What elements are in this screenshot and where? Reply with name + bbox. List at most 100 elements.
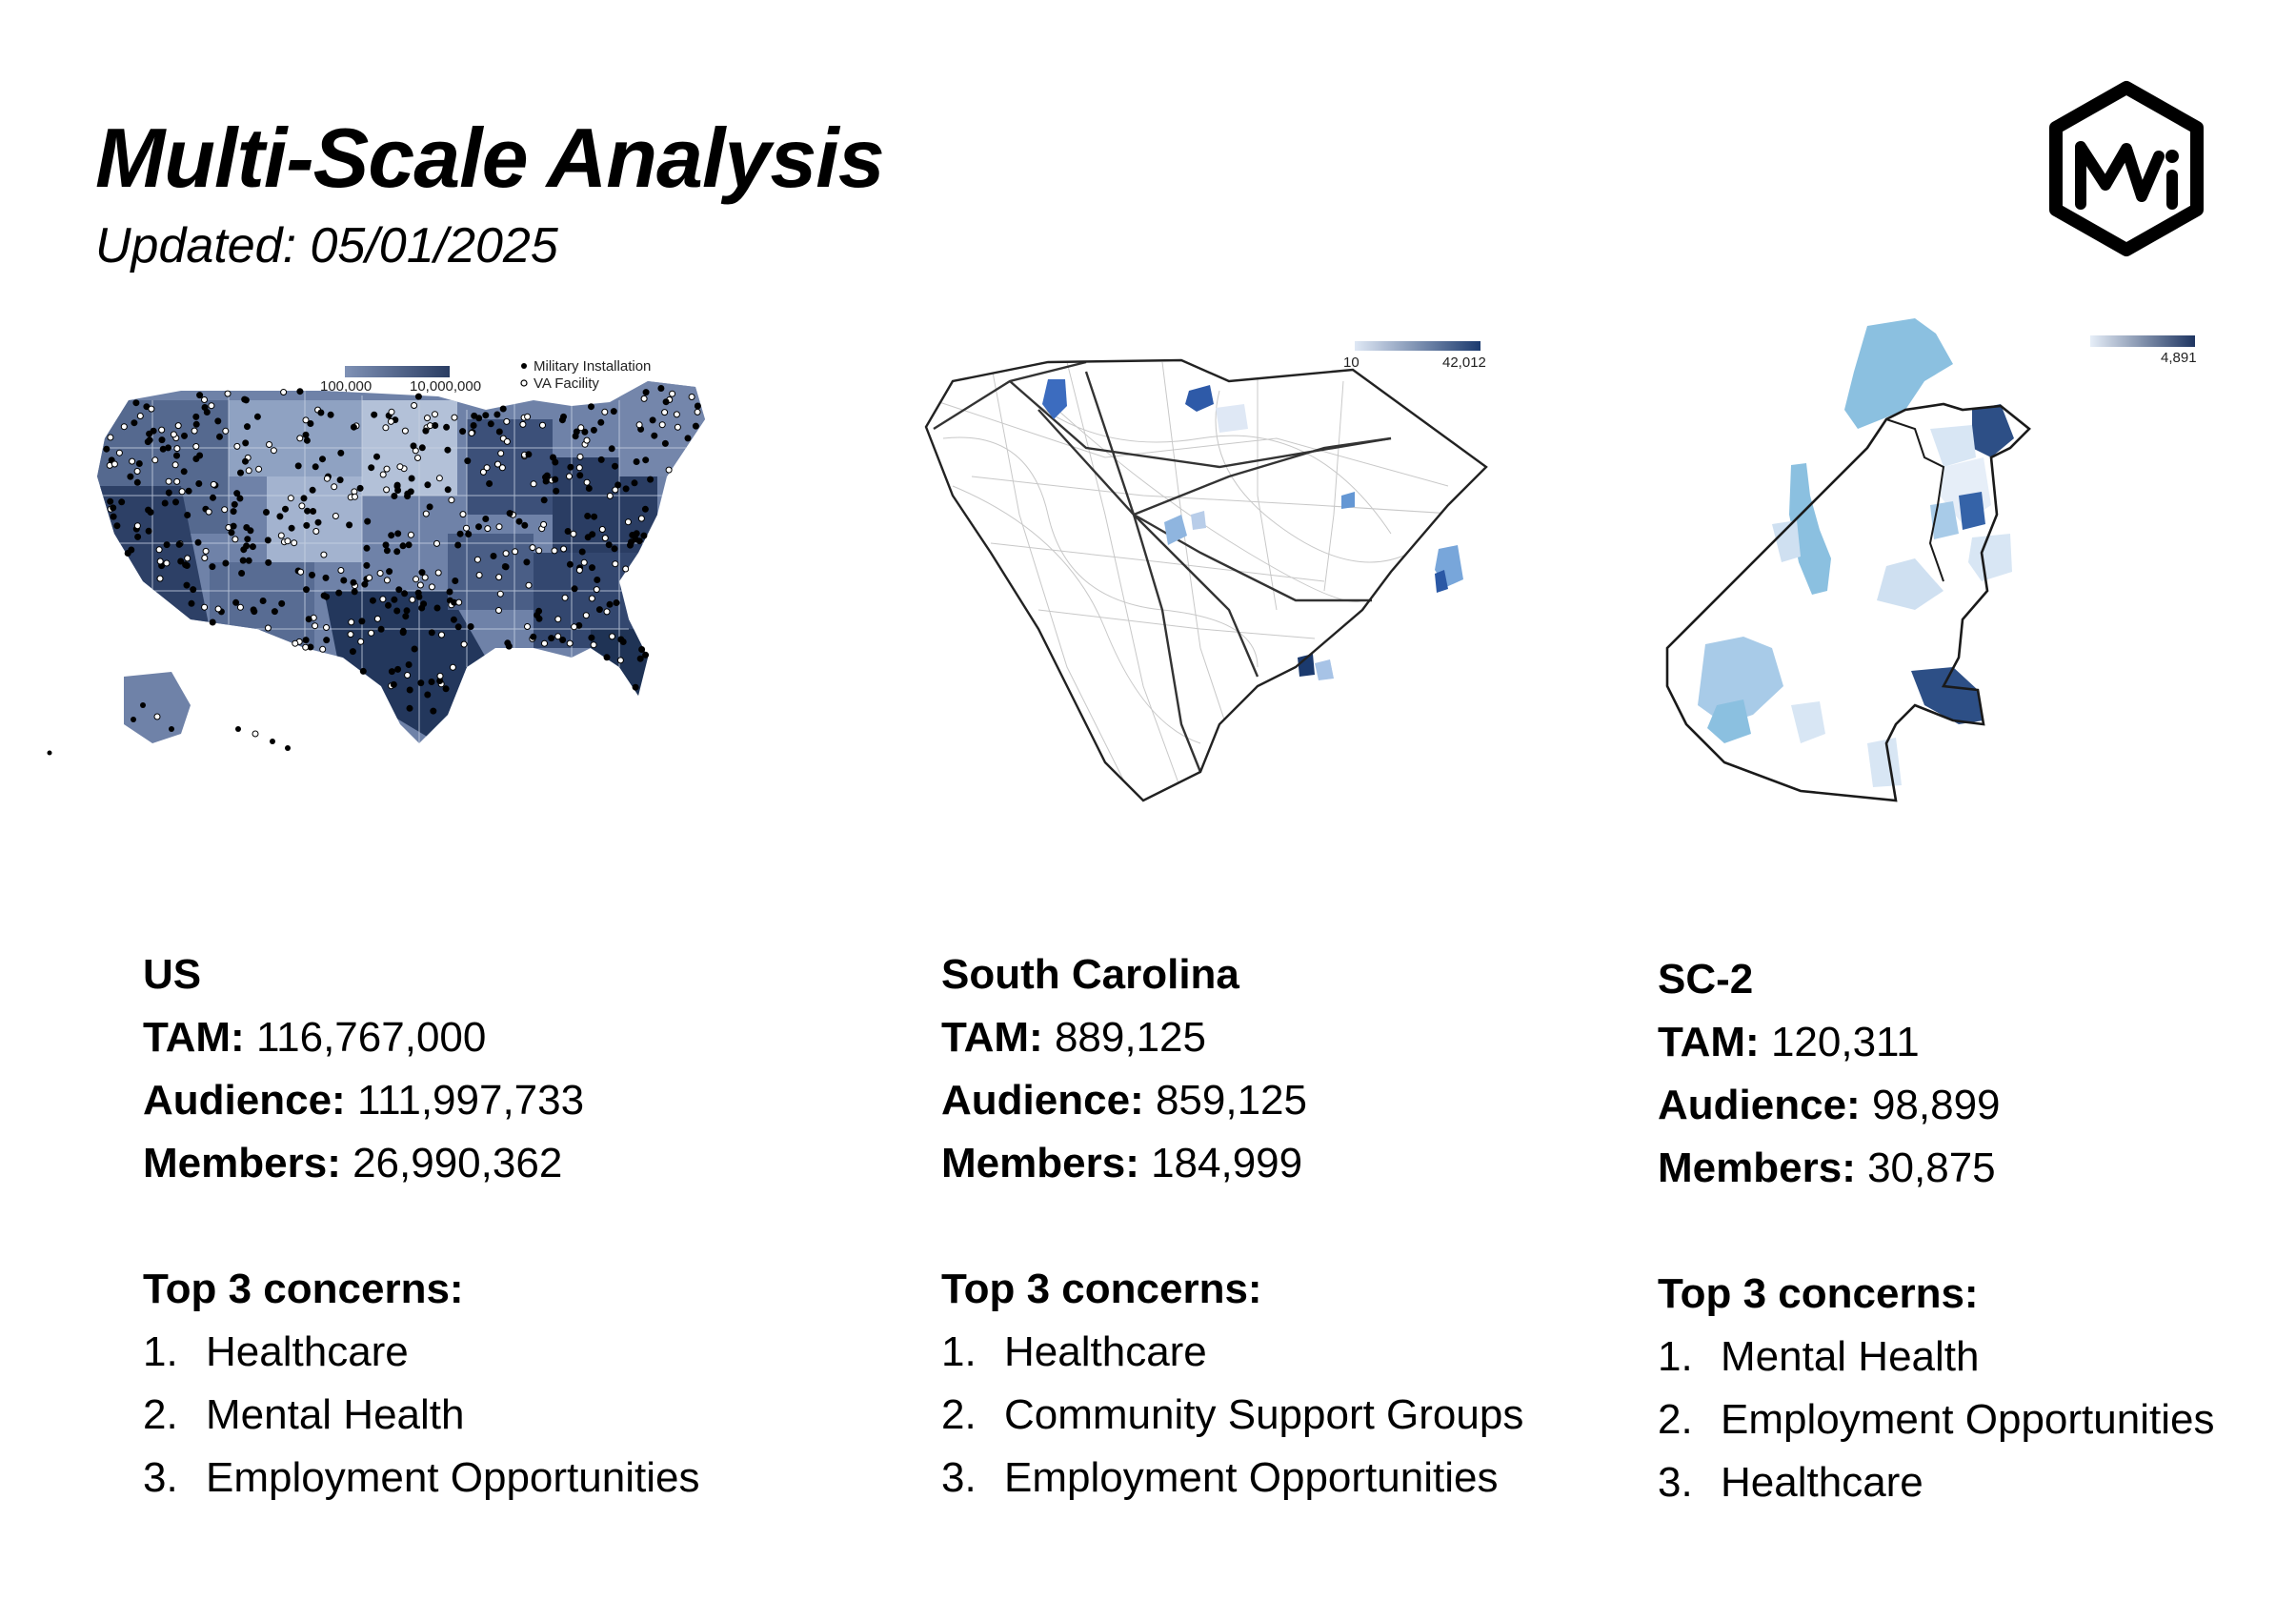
sc2-district-border (1665, 402, 2031, 802)
sc-2-stats-panel: SC-2 TAM: 120,311 Audience: 98,899 Membe… (1658, 948, 2296, 1514)
military-installation-marker (359, 667, 367, 675)
military-installation-marker (282, 505, 289, 513)
va-facility-marker (570, 530, 577, 537)
va-facility-marker (525, 581, 533, 589)
military-installation-marker (245, 557, 252, 564)
va-facility-marker (422, 510, 430, 517)
military-installation-marker (216, 433, 223, 440)
va-facility-marker (319, 645, 327, 653)
sc-border (924, 358, 1488, 802)
va-facility-marker (483, 464, 491, 472)
military-installation-marker (145, 527, 152, 535)
va-facility-marker (580, 558, 588, 566)
list-item: 3. Employment Opportunities (941, 1454, 1499, 1501)
military-installation-marker (632, 683, 639, 691)
military-installation-marker (294, 462, 302, 470)
va-facility-marker (151, 456, 159, 464)
va-facility-marker (448, 497, 455, 504)
va-facility-marker (612, 560, 619, 568)
military-installation-marker (611, 545, 618, 553)
va-facility-marker (158, 426, 166, 434)
va-facility-marker (479, 468, 487, 476)
military-installation-marker (391, 493, 398, 499)
military-installation-marker (192, 413, 200, 420)
va-facility-marker (302, 643, 310, 651)
sc-legend-max: 42,012 (1442, 355, 1486, 371)
tam-value: 889,125 (1054, 1014, 1206, 1061)
military-installation-marker (657, 385, 665, 392)
military-installation-marker (145, 506, 152, 514)
military-installation-marker (231, 500, 238, 508)
us-legend-min: 100,000 (320, 378, 372, 395)
va-facility-marker (460, 640, 468, 648)
military-installation-marker (232, 598, 240, 606)
va-facility-marker (156, 575, 164, 582)
va-facility-marker (582, 612, 590, 619)
military-installation-marker (190, 586, 197, 594)
va-facility-marker (524, 623, 531, 630)
va-facility-marker (529, 544, 536, 552)
military-installation-marker (188, 599, 195, 607)
audience-row: Audience: 98,899 (1658, 1082, 2001, 1128)
military-installation-marker (444, 486, 452, 494)
alaska-hawaii-insets (47, 672, 291, 756)
va-facility-marker (673, 411, 680, 418)
military-installation-marker (135, 460, 143, 467)
va-facility-marker (434, 569, 442, 577)
military-installation-marker (553, 487, 560, 495)
audience-value: 859,125 (1155, 1077, 1307, 1124)
sc-map-legend: 10 42,012 (1343, 341, 1486, 371)
military-installation-marker (175, 540, 183, 548)
military-installation-marker (242, 457, 249, 465)
va-facility-marker (609, 633, 615, 640)
va-facility-marker (264, 624, 272, 632)
sc2-map-legend: 4,891 (2090, 335, 2197, 366)
va-facility-marker (233, 442, 241, 450)
military-installation-marker (584, 534, 592, 541)
military-installation-marker (264, 537, 272, 544)
military-installation-marker (622, 485, 630, 493)
va-facility-marker (473, 556, 481, 563)
va-facility-marker (401, 427, 409, 435)
military-installation-marker (597, 456, 605, 463)
va-facility-marker (178, 488, 186, 496)
va-facility-marker (155, 546, 163, 554)
va-facility-marker (205, 508, 212, 516)
military-installation-marker (415, 593, 423, 600)
military-installation-marker (241, 395, 249, 403)
military-installation-marker (335, 589, 343, 597)
military-installation-marker (454, 623, 462, 631)
military-installation-marker (185, 487, 192, 495)
military-installation-marker (410, 442, 417, 450)
va-facility-marker (368, 629, 375, 637)
va-facility-marker (292, 639, 299, 647)
military-installation-marker (613, 599, 620, 606)
sc2-legend-max: 4,891 (2161, 350, 2197, 366)
military-installation-marker (222, 559, 230, 567)
va-facility-marker (635, 421, 643, 429)
va-facility-marker (266, 441, 272, 448)
military-installation-marker (521, 521, 529, 529)
list-item: 1. Healthcare (941, 1328, 1207, 1375)
concerns-heading: Top 3 concerns: (143, 1266, 464, 1312)
military-installation-marker (391, 596, 398, 603)
military-installation-marker (364, 517, 372, 525)
military-installation-marker (165, 489, 172, 497)
military-installation-marker (636, 655, 644, 662)
military-installation-marker (159, 445, 167, 453)
military-installation-marker (559, 637, 567, 643)
va-facility-marker (661, 409, 669, 416)
military-installation-marker (432, 422, 439, 429)
military-installation-marker (446, 588, 453, 596)
va-facility-marker (494, 460, 501, 468)
military-installation-marker (349, 648, 356, 656)
military-installation-marker (470, 422, 477, 429)
va-facility-marker (373, 615, 381, 622)
military-installation-marker (535, 607, 543, 615)
military-installation-marker (276, 513, 284, 520)
military-installation-marker (585, 485, 593, 492)
va-facility-marker (463, 524, 470, 532)
military-installation-marker (192, 420, 200, 428)
military-installation-marker (237, 469, 244, 476)
va-facility-marker (428, 583, 435, 591)
